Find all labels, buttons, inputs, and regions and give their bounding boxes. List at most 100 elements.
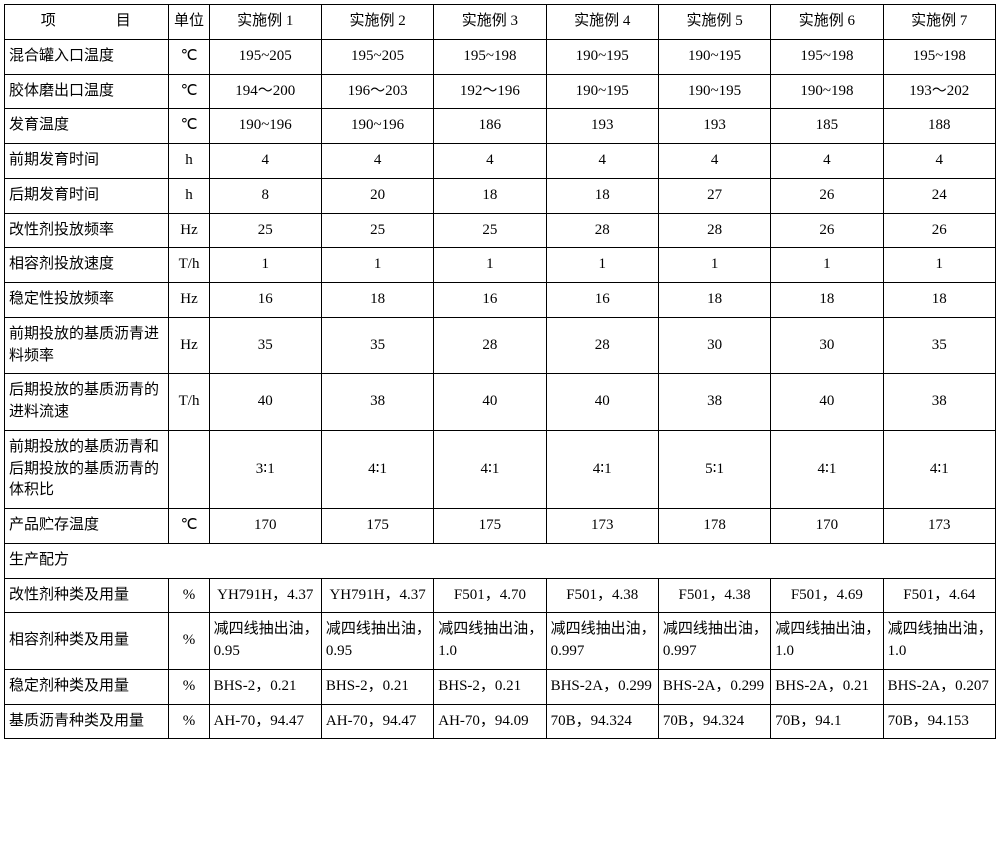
cell: 195~205	[321, 39, 433, 74]
cell: AH-70，94.47	[209, 704, 321, 739]
table-row: 产品贮存温度℃170175175173178170173	[5, 509, 996, 544]
col-example-5: 实施例 5	[658, 5, 770, 40]
col-example-3: 实施例 3	[434, 5, 546, 40]
cell: 18	[434, 178, 546, 213]
cell: 175	[321, 509, 433, 544]
table-header-row: 项 目单位实施例 1实施例 2实施例 3实施例 4实施例 5实施例 6实施例 7	[5, 5, 996, 40]
cell: 25	[321, 213, 433, 248]
cell: 16	[434, 283, 546, 318]
cell: 20	[321, 178, 433, 213]
row-label: 改性剂种类及用量	[5, 578, 169, 613]
cell: 18	[771, 283, 883, 318]
cell: BHS-2A，0.21	[771, 669, 883, 704]
cell: 27	[658, 178, 770, 213]
row-label: 稳定性投放频率	[5, 283, 169, 318]
cell: 35	[883, 317, 995, 374]
table-row: 稳定剂种类及用量%BHS-2，0.21BHS-2，0.21BHS-2，0.21B…	[5, 669, 996, 704]
cell: YH791H，4.37	[321, 578, 433, 613]
spec-table: 项 目单位实施例 1实施例 2实施例 3实施例 4实施例 5实施例 6实施例 7…	[4, 4, 996, 739]
cell: 193～202	[883, 74, 995, 109]
table-row: 后期投放的基质沥青的进料流速T/h40384040384038	[5, 374, 996, 431]
cell: 40	[771, 374, 883, 431]
cell: 减四线抽出油，1.0	[434, 613, 546, 670]
row-unit: ℃	[169, 509, 209, 544]
row-unit: Hz	[169, 317, 209, 374]
cell: 70B，94.324	[546, 704, 658, 739]
cell: 190~195	[546, 39, 658, 74]
row-label: 后期投放的基质沥青的进料流速	[5, 374, 169, 431]
cell: 186	[434, 109, 546, 144]
cell: 4	[883, 144, 995, 179]
cell: BHS-2A，0.299	[658, 669, 770, 704]
cell: 4	[321, 144, 433, 179]
cell: 188	[883, 109, 995, 144]
table-row: 前期投放的基质沥青进料频率Hz35352828303035	[5, 317, 996, 374]
cell: 190~196	[209, 109, 321, 144]
col-example-2: 实施例 2	[321, 5, 433, 40]
cell: BHS-2，0.21	[209, 669, 321, 704]
cell: BHS-2A，0.207	[883, 669, 995, 704]
row-unit: %	[169, 669, 209, 704]
row-label: 基质沥青种类及用量	[5, 704, 169, 739]
cell: 193	[658, 109, 770, 144]
cell: 178	[658, 509, 770, 544]
col-project: 项 目	[5, 5, 169, 40]
row-label: 前期投放的基质沥青和后期投放的基质沥青的体积比	[5, 430, 169, 508]
table-row: 胶体磨出口温度℃194～200196～203192～196190~195190~…	[5, 74, 996, 109]
table-row: 基质沥青种类及用量%AH-70，94.47AH-70，94.47AH-70，94…	[5, 704, 996, 739]
table-row: 改性剂投放频率Hz25252528282626	[5, 213, 996, 248]
cell: F501，4.64	[883, 578, 995, 613]
section-label: 生产配方	[5, 543, 996, 578]
cell: 4∶1	[883, 430, 995, 508]
cell: 5∶1	[658, 430, 770, 508]
row-unit: ℃	[169, 39, 209, 74]
cell: 3∶1	[209, 430, 321, 508]
cell: 减四线抽出油，0.95	[321, 613, 433, 670]
cell: 190~195	[658, 74, 770, 109]
cell: 28	[658, 213, 770, 248]
cell: 173	[546, 509, 658, 544]
row-unit: ℃	[169, 109, 209, 144]
cell: 4∶1	[546, 430, 658, 508]
table-row: 后期发育时间h8201818272624	[5, 178, 996, 213]
cell: 194～200	[209, 74, 321, 109]
row-label: 发育温度	[5, 109, 169, 144]
cell: 28	[546, 213, 658, 248]
row-unit: Hz	[169, 213, 209, 248]
col-example-4: 实施例 4	[546, 5, 658, 40]
cell: 1	[546, 248, 658, 283]
row-label: 前期投放的基质沥青进料频率	[5, 317, 169, 374]
row-unit: T/h	[169, 374, 209, 431]
cell: 24	[883, 178, 995, 213]
row-label: 稳定剂种类及用量	[5, 669, 169, 704]
cell: 1	[658, 248, 770, 283]
cell: 170	[209, 509, 321, 544]
cell: 4∶1	[321, 430, 433, 508]
cell: 175	[434, 509, 546, 544]
cell: 25	[434, 213, 546, 248]
cell: F501，4.69	[771, 578, 883, 613]
table-row: 前期发育时间h4444444	[5, 144, 996, 179]
row-unit: %	[169, 578, 209, 613]
cell: 减四线抽出油，0.997	[546, 613, 658, 670]
row-label: 前期发育时间	[5, 144, 169, 179]
cell: 190~198	[771, 74, 883, 109]
cell: 4	[209, 144, 321, 179]
cell: 35	[209, 317, 321, 374]
row-unit: ℃	[169, 74, 209, 109]
cell: AH-70，94.09	[434, 704, 546, 739]
cell: 18	[658, 283, 770, 318]
cell: 40	[434, 374, 546, 431]
cell: AH-70，94.47	[321, 704, 433, 739]
cell: 1	[883, 248, 995, 283]
cell: 1	[771, 248, 883, 283]
row-label: 胶体磨出口温度	[5, 74, 169, 109]
row-label: 后期发育时间	[5, 178, 169, 213]
cell: 1	[321, 248, 433, 283]
cell: 4∶1	[771, 430, 883, 508]
cell: 190~195	[546, 74, 658, 109]
row-unit: h	[169, 178, 209, 213]
cell: 4	[434, 144, 546, 179]
row-unit: %	[169, 704, 209, 739]
row-unit: Hz	[169, 283, 209, 318]
